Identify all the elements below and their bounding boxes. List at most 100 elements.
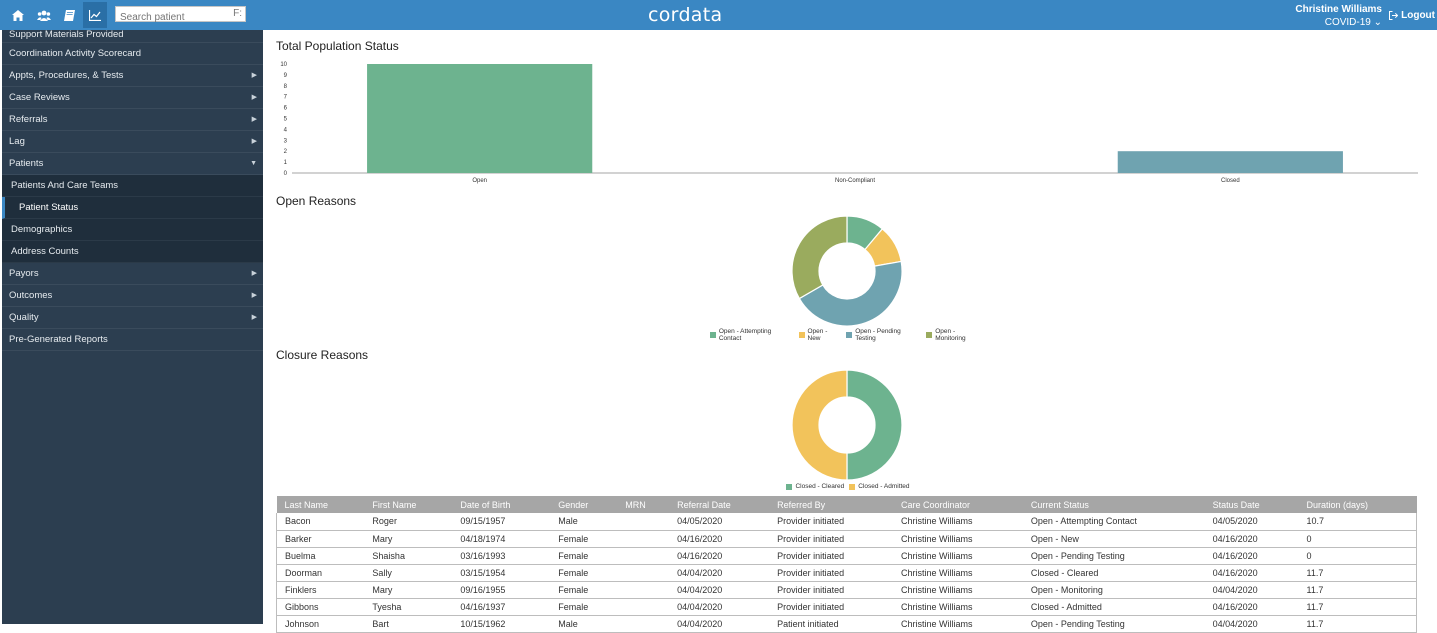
closure-reasons-legend: Closed - Cleared Closed - Admitted [710,483,986,490]
closure-reasons-donut-chart [791,369,903,481]
table-row[interactable]: Gibbons Tyesha 04/16/1937 Female 04/04/2020 P… [276,598,1417,616]
sidebar-item-lag[interactable]: Lag ▶ [2,131,263,153]
legend-item[interactable]: Open - Pending Testing [846,328,921,342]
search-box[interactable]: F: [115,6,246,25]
slice-open-monitoring[interactable] [791,215,848,300]
table-row[interactable]: Doorman Sally 03/15/1954 Female 04/04/2020 Pr… [276,564,1417,582]
column-header[interactable]: Care Coordinator [892,496,1023,513]
table-cell: 04/16/2020 [1204,547,1299,565]
table-cell: Female [550,581,618,599]
caret-right-icon: ▶ [251,116,257,123]
legend-swatch [926,332,933,338]
slice-open-pending-testing[interactable] [798,260,903,327]
legend-label: Closed - Admitted [858,483,910,490]
column-header[interactable]: Duration (days) [1298,496,1417,513]
open-reasons-legend: Open - Attempting Contact Open - New Open … [710,328,986,342]
sidebar-item-pre-generated-reports[interactable]: Pre-Generated Reports [2,329,263,351]
column-header[interactable]: Referral Date [669,496,770,513]
slice-closed-admitted[interactable] [791,369,848,481]
table-cell: 0 [1298,547,1417,565]
column-header[interactable]: Last Name [276,496,365,513]
logout-button[interactable]: Logout [1389,10,1435,21]
sidebar-subitem-patients-care-teams[interactable]: Patients And Care Teams [2,175,263,197]
table-cell: 09/15/1957 [452,513,551,531]
users-icon[interactable] [32,2,56,28]
legend-label: Open - Monitoring [935,328,966,342]
table-cell: Closed - Cleared [1022,564,1205,582]
table-cell: Roger [364,513,453,531]
sidebar-item-quality[interactable]: Quality ▶ [2,307,263,329]
column-header[interactable]: Gender [550,496,618,513]
legend-item[interactable]: Open - Attempting Contact [710,328,794,342]
sidebar-subitem-address-counts[interactable]: Address Counts [2,241,263,263]
x-tick-label: Open [472,178,487,184]
table-cell: Closed - Admitted [1022,598,1205,616]
legend-swatch [798,332,805,338]
legend-item[interactable]: Closed - Cleared [786,483,844,490]
column-header[interactable]: Current Status [1022,496,1205,513]
sidebar-item-coordination-scorecard[interactable]: Coordination Activity Scorecard [2,43,263,65]
legend-item[interactable]: Open - Monitoring [926,328,986,342]
legend-label: Open - New [807,328,828,342]
context-selector[interactable]: COVID-19 ⌄ [1324,17,1382,28]
table-cell: 0 [1298,530,1417,548]
sidebar-item-label: Quality [9,312,39,323]
y-tick-label: 8 [284,84,288,90]
table-cell [617,564,670,582]
sidebar-item-label: Patients And Care Teams [11,180,119,191]
sidebar-subitem-patient-status[interactable]: Patient Status [2,197,263,219]
cordata-logo[interactable]: cordata [648,4,723,26]
user-menu[interactable]: Christine Williams COVID-19 ⌄ [1295,4,1382,29]
column-header[interactable]: First Name [364,496,453,513]
chart-line-icon[interactable] [83,2,107,28]
caret-right-icon: ▶ [251,314,257,321]
table-cell: Christine Williams [892,513,1023,531]
column-header[interactable]: Date of Birth [452,496,551,513]
column-header[interactable]: MRN [617,496,670,513]
sidebar-item-support-materials[interactable]: Support Materials Provided [2,30,263,43]
y-tick-label: 5 [284,117,288,123]
table-cell: 03/16/1993 [452,547,551,565]
sidebar: Support Materials Provided Coordination … [2,30,263,624]
open-reasons-donut-chart [791,215,903,327]
sidebar-item-outcomes[interactable]: Outcomes ▶ [2,285,263,307]
table-cell: Female [550,564,618,582]
table-cell: Provider initiated [769,564,893,582]
table-row[interactable]: Barker Mary 04/18/1974 Female 04/16/2020 Prov… [276,530,1417,548]
legend-item[interactable]: Closed - Admitted [849,483,910,490]
table-cell: Mary [364,530,453,548]
sidebar-item-appts[interactable]: Appts, Procedures, & Tests ▶ [2,65,263,87]
search-input[interactable] [116,10,234,25]
legend-item[interactable]: Open - New [798,328,842,342]
table-row[interactable]: Bacon Roger 09/15/1957 Male 04/05/2020 Provid… [276,513,1417,531]
table-body: Bacon Roger 09/15/1957 Male 04/05/2020 Provid… [276,513,1417,633]
table-cell: 04/16/2020 [1204,598,1299,616]
bar-open[interactable] [367,64,593,173]
caret-right-icon: ▶ [251,292,257,299]
bar-closed[interactable] [1117,151,1343,173]
legend-label: Open - Attempting Contact [718,328,772,342]
y-tick-label: 9 [284,73,288,79]
sidebar-item-referrals[interactable]: Referrals ▶ [2,109,263,131]
sidebar-item-patients[interactable]: Patients ▼ [2,153,263,175]
table-cell: Christine Williams [892,564,1023,582]
table-cell: 04/16/1937 [452,598,551,616]
column-header[interactable]: Referred By [769,496,893,513]
column-header[interactable]: Status Date [1204,496,1299,513]
caret-right-icon: ▶ [251,138,257,145]
table-header-row: Last Name First Name Date of Birth Gender MR… [276,496,1417,513]
sidebar-item-payors[interactable]: Payors ▶ [2,263,263,285]
book-icon[interactable] [57,2,81,28]
sidebar-subitem-demographics[interactable]: Demographics [2,219,263,241]
caret-down-icon: ▼ [250,160,257,167]
y-tick-label: 2 [284,149,288,155]
table-row[interactable]: Buelma Shaisha 03/16/1993 Female 04/16/2020 P… [276,547,1417,565]
home-icon[interactable] [6,2,30,28]
sidebar-item-case-reviews[interactable]: Case Reviews ▶ [2,87,263,109]
slice-closed-cleared[interactable] [846,369,903,481]
table-cell: Doorman [276,564,365,582]
legend-swatch [710,332,716,338]
table-row[interactable]: Finklers Mary 09/16/1955 Female 04/04/2020 Pr… [276,581,1417,599]
y-tick-label: 1 [284,160,288,166]
x-tick-label: Non-Compliant [835,178,875,184]
